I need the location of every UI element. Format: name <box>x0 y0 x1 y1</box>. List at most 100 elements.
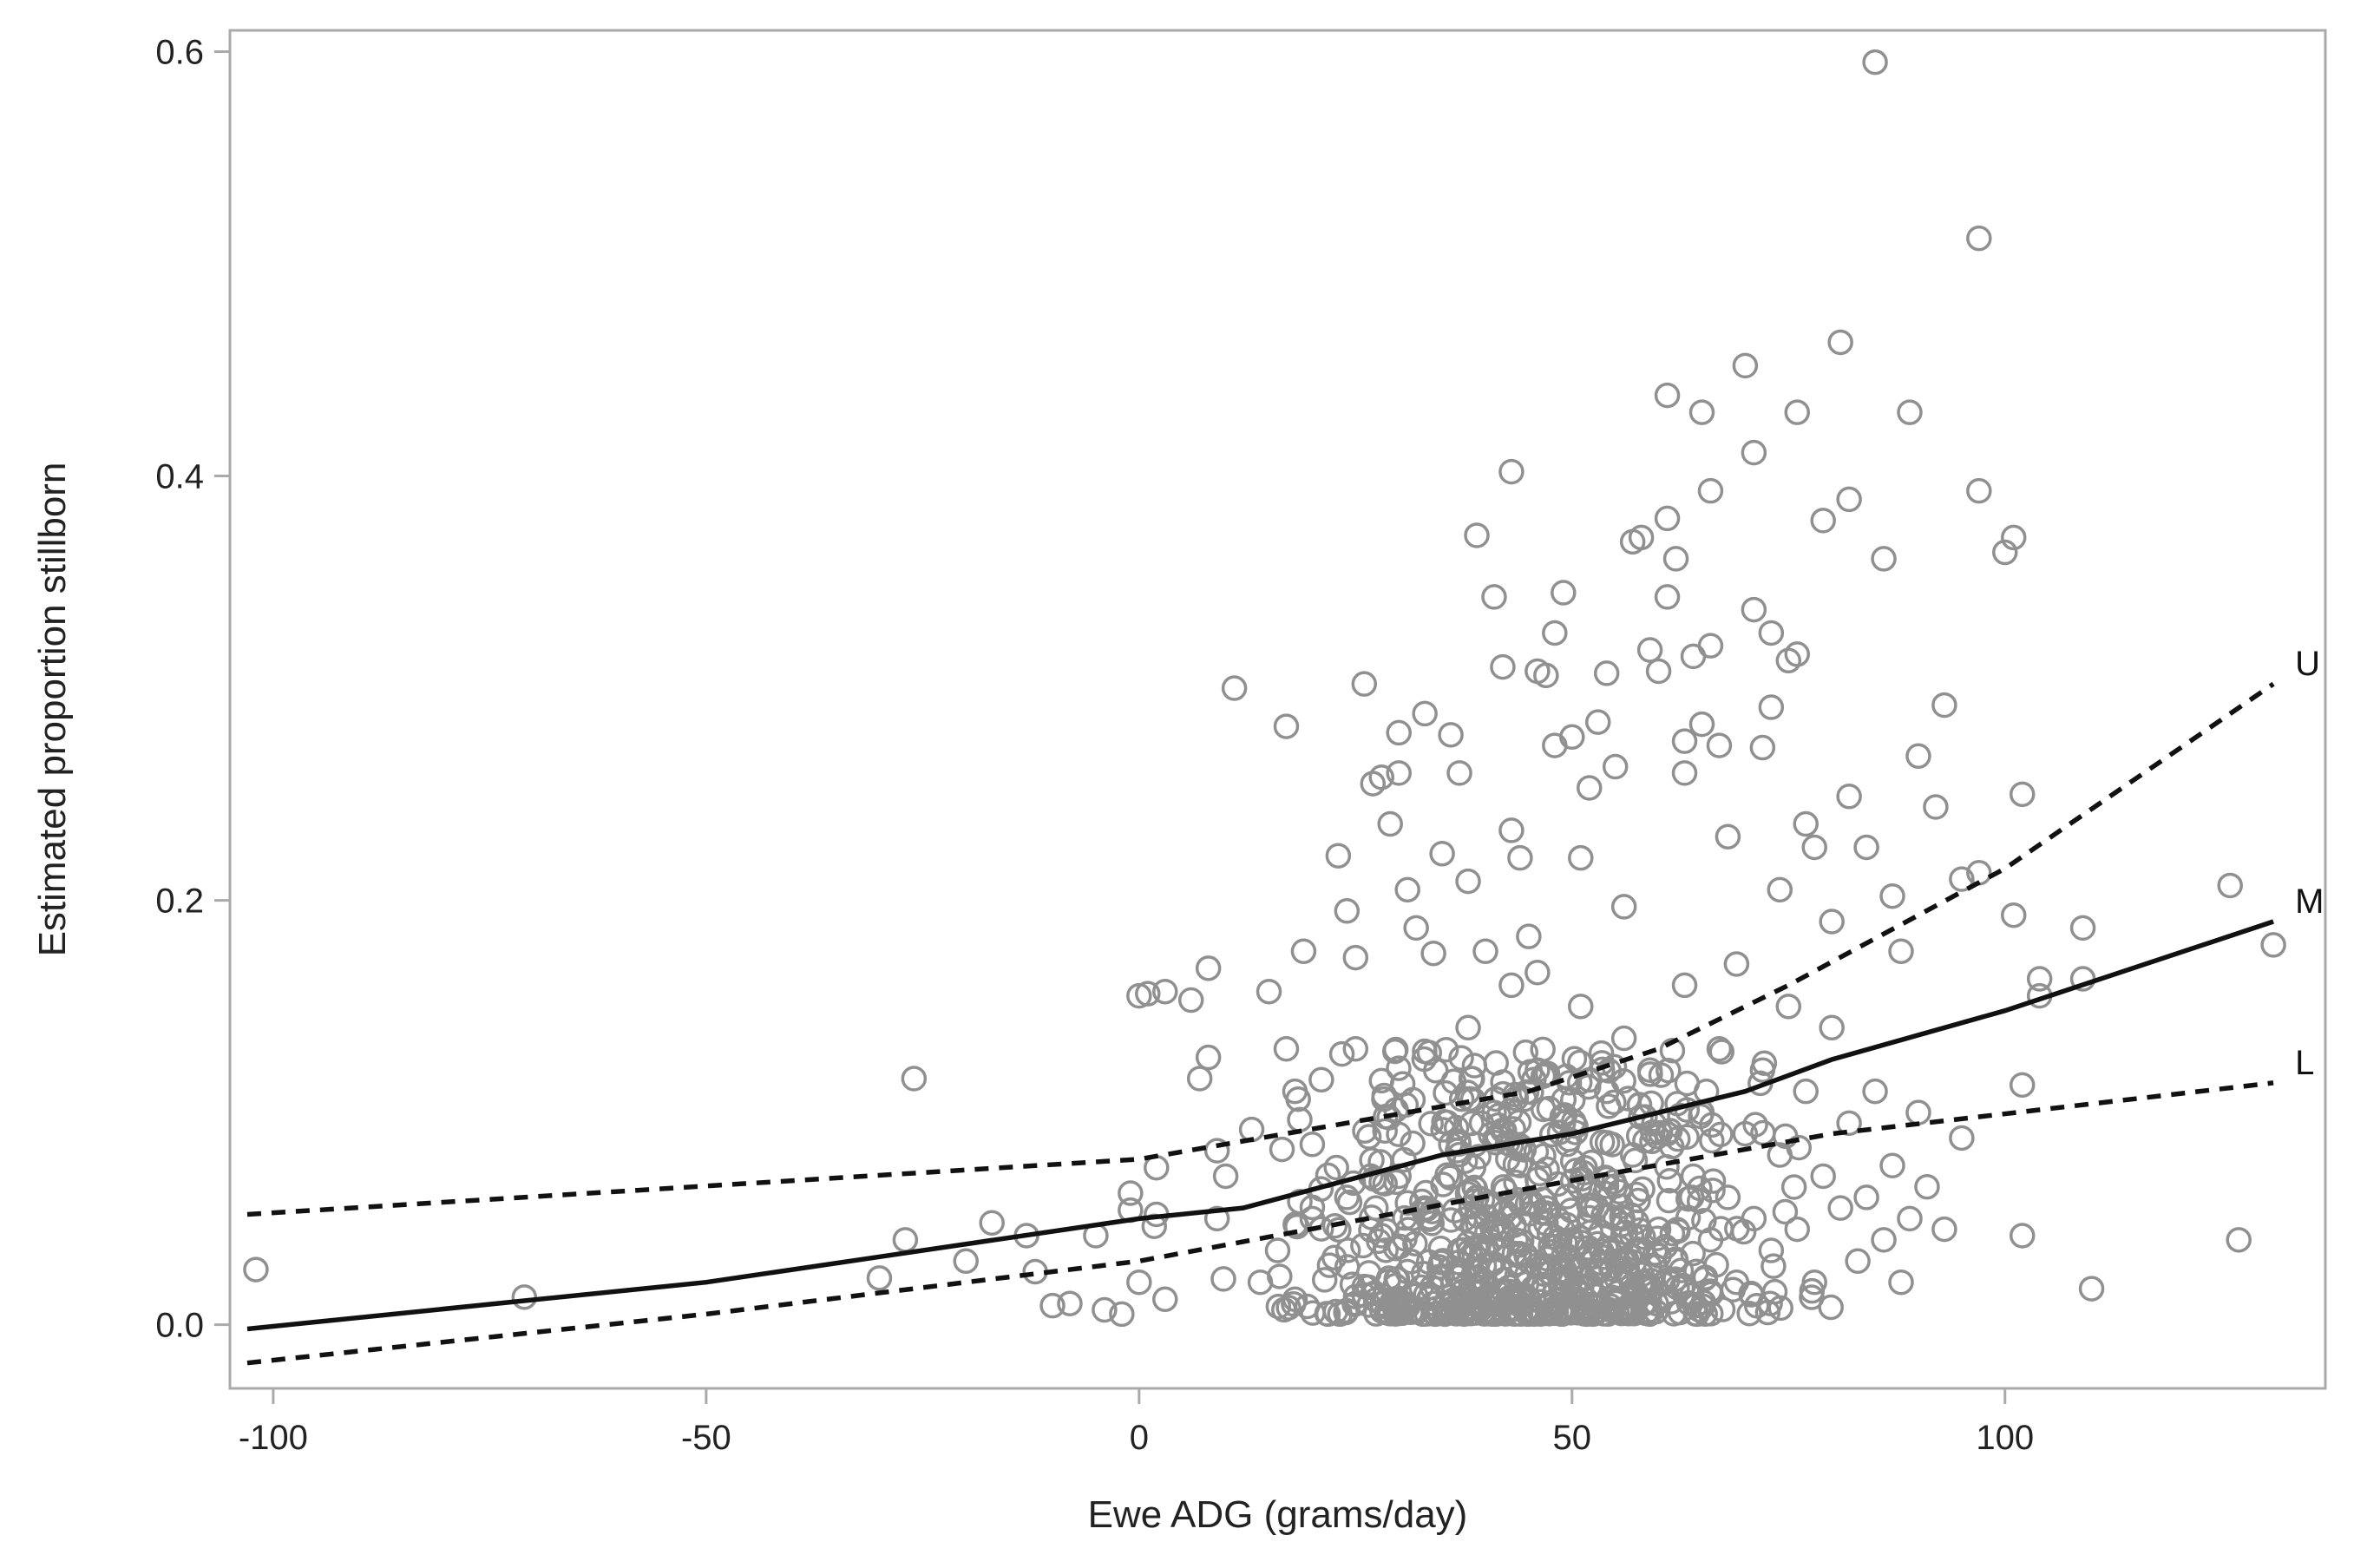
data-point <box>1363 1195 1389 1221</box>
data-point <box>1818 1294 1844 1321</box>
x-tick-label: 100 <box>1976 1419 2034 1457</box>
x-tick-label: 0 <box>1130 1419 1149 1457</box>
data-point <box>1328 1040 1355 1067</box>
data-point <box>1758 694 1785 720</box>
data-point <box>1628 524 1655 551</box>
data-point <box>1022 1258 1048 1285</box>
data-point <box>892 1227 919 1253</box>
data-point <box>1419 1274 1445 1301</box>
data-point <box>1386 1055 1412 1081</box>
data-point <box>1610 1025 1637 1052</box>
data-point <box>1455 1014 1481 1041</box>
data-point <box>2260 932 2286 958</box>
data-point <box>1411 1046 1438 1073</box>
data-point <box>1697 633 1724 659</box>
data-point <box>1403 915 1429 941</box>
x-tick-label: -100 <box>239 1419 308 1457</box>
data-point <box>1412 700 1438 727</box>
data-point <box>1463 1234 1489 1261</box>
data-point <box>1708 1121 1734 1148</box>
data-point <box>1323 1154 1349 1181</box>
data-point <box>1871 546 1897 572</box>
data-point <box>1596 1093 1622 1119</box>
data-point <box>1321 1212 1348 1239</box>
data-point <box>1623 1181 1649 1208</box>
data-point <box>1949 1125 1975 1151</box>
data-point <box>1568 1289 1595 1315</box>
data-point <box>1700 1168 1727 1194</box>
data-point <box>1503 1086 1530 1112</box>
data-point <box>1420 940 1446 967</box>
data-point <box>1321 1244 1347 1271</box>
data-point <box>1375 1265 1402 1291</box>
data-point <box>1550 1300 1577 1327</box>
data-point <box>1780 1174 1807 1200</box>
data-point <box>1299 1132 1326 1158</box>
data-point <box>1819 1014 1845 1041</box>
data-point <box>1448 1045 1474 1071</box>
data-point <box>1697 477 1724 504</box>
data-point <box>1092 1296 1118 1323</box>
data-point <box>1853 834 1879 861</box>
data-point <box>1691 1208 1717 1234</box>
data-point <box>1577 1219 1603 1245</box>
line-label-L: L <box>2295 1044 2314 1082</box>
data-point <box>1256 978 1282 1005</box>
data-point <box>1486 1216 1512 1242</box>
data-point <box>1577 775 1603 801</box>
data-point <box>1853 1184 1879 1210</box>
data-point <box>1531 1143 1557 1169</box>
x-tick-label: -50 <box>681 1419 731 1457</box>
data-point <box>2000 902 2027 928</box>
data-point <box>1905 1099 1931 1125</box>
data-point <box>1039 1292 1065 1319</box>
data-point <box>1433 1036 1459 1063</box>
data-point <box>1674 1070 1701 1097</box>
data-point <box>1498 1098 1524 1124</box>
data-point <box>1507 844 1533 871</box>
data-point <box>1772 1123 1799 1150</box>
data-point <box>1905 743 1931 770</box>
data-point <box>1606 1234 1632 1261</box>
data-point <box>1416 1040 1443 1066</box>
data-point <box>1871 1227 1897 1253</box>
y-tick-label: 0.2 <box>155 882 204 921</box>
data-point <box>1691 1266 1718 1292</box>
data-point <box>1992 539 2018 566</box>
data-point <box>1284 1213 1310 1240</box>
data-point <box>1931 1216 1957 1243</box>
data-point <box>1589 1238 1615 1264</box>
data-point <box>1561 1046 1588 1072</box>
data-point <box>1524 959 1551 986</box>
data-point <box>1656 1167 1682 1194</box>
data-point <box>1334 1237 1361 1263</box>
data-point <box>1109 1301 1135 1328</box>
data-point <box>1455 868 1481 895</box>
data-point <box>1566 1173 1593 1200</box>
data-point <box>1057 1290 1083 1316</box>
data-point <box>1368 764 1395 791</box>
data-point <box>1531 1261 1557 1287</box>
data-point <box>1741 596 1767 623</box>
data-point <box>1267 1263 1293 1289</box>
data-point <box>1664 1217 1690 1243</box>
data-point <box>1386 719 1412 746</box>
data-point <box>1551 1242 1577 1268</box>
data-point <box>1784 641 1811 667</box>
data-point <box>1203 1205 1230 1232</box>
data-point <box>1758 620 1785 646</box>
data-point <box>1801 834 1827 861</box>
data-point <box>1563 1276 1589 1302</box>
data-point <box>1438 722 1464 748</box>
data-point <box>1398 1249 1425 1275</box>
data-point <box>1118 1180 1144 1206</box>
data-point <box>2009 781 2036 808</box>
data-point <box>1355 1124 1382 1150</box>
data-point <box>1322 1298 1349 1325</box>
data-point <box>1342 944 1369 971</box>
data-point <box>1879 1152 1905 1178</box>
data-point <box>1350 1232 1376 1259</box>
data-point <box>1646 1243 1672 1269</box>
data-point <box>1654 382 1681 409</box>
